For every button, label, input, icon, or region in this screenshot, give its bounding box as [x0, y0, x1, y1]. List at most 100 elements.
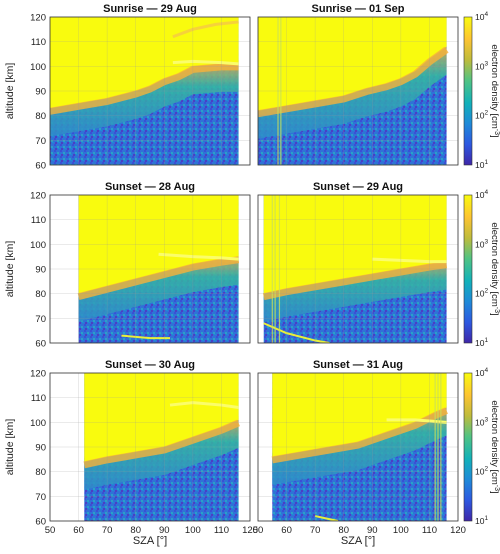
plot-frame	[49, 372, 251, 522]
colorbar-tick-label: 102	[475, 110, 488, 121]
colorbar-tick-label: 102	[475, 288, 488, 299]
panel-6: Sunset — 31 Aug 50 60 70 80 90 100 110 120	[253, 359, 466, 536]
colorbar-scale	[463, 194, 473, 344]
sporadic-layer	[372, 257, 447, 264]
y-axis-label: altitude [km]	[4, 241, 16, 298]
plot-frame	[49, 16, 251, 166]
plot-frame	[257, 16, 459, 166]
colorbar-label: electron density [cm-3]	[489, 222, 500, 315]
x-tick-label: 110	[214, 525, 229, 536]
transition-band	[50, 59, 239, 137]
y-tick-label: 60	[35, 339, 46, 350]
x-tick-label: 50	[253, 525, 264, 536]
x-tick-label: 100	[393, 525, 409, 536]
panel-5: Sunset — 30 Aug 60 70 80 90 100 110 120 altitude…	[4, 359, 258, 536]
y-tick-label: 110	[31, 215, 46, 226]
colorbar-label: electron density [cm-3]	[489, 400, 500, 493]
y-tick-label: 90	[35, 87, 46, 98]
panel-title: Sunset — 31 Aug	[313, 359, 403, 371]
y-tick-label: 100	[30, 62, 46, 73]
y-tick-label: 70	[35, 492, 46, 503]
panel-3: Sunset — 28 Aug 60 70 80 90 100 110 120 altitude…	[4, 181, 251, 350]
colorbar-scale	[463, 372, 473, 522]
boundary-edge	[50, 63, 239, 115]
y-tick-label: 110	[31, 393, 46, 404]
plot-frame	[257, 372, 459, 522]
x-tick-label: 100	[185, 525, 201, 536]
y-tick-label: 60	[35, 161, 46, 172]
y-tick-label: 110	[31, 37, 46, 48]
y-tick-label: 80	[35, 289, 46, 300]
y-tick-label: 80	[35, 467, 46, 478]
x-tick-label: 50	[45, 525, 56, 536]
colorbar-tick-label: 104	[475, 367, 488, 378]
low-layer	[314, 515, 339, 521]
colorbar-tick-label: 103	[475, 60, 488, 71]
plot-frame	[257, 194, 459, 344]
x-tick-label: 120	[242, 525, 258, 536]
y-tick-label: 90	[35, 265, 46, 276]
sporadic-layer	[386, 418, 447, 424]
colorbar-tick-label: 101	[475, 159, 488, 170]
y-tick-label: 70	[35, 136, 46, 147]
panel-1: Sunrise — 29 Aug 60 70 80 90 100 110 120 altitud…	[4, 3, 251, 172]
y-tick-label: 60	[35, 517, 46, 528]
high-density-region	[272, 373, 447, 457]
colorbar-tick-label: 104	[475, 11, 488, 22]
colorbar-tick-label: 103	[475, 238, 488, 249]
low-layer	[121, 334, 170, 340]
x-tick-label: 70	[102, 525, 113, 536]
colorbar-tick-label: 101	[475, 515, 488, 526]
x-tick-label: 60	[281, 525, 292, 536]
x-tick-label: 90	[159, 525, 170, 536]
boundary-edge	[262, 261, 448, 301]
y-tick-label: 120	[30, 191, 46, 202]
y-tick-label: 120	[30, 13, 46, 24]
panel-title: Sunset — 30 Aug	[105, 359, 195, 371]
panels: Sunrise — 29 Aug 60 70 80 90 100 110 120 altitud…	[4, 3, 500, 536]
x-tick-label: 80	[130, 525, 141, 536]
boundary-edge	[258, 46, 449, 118]
plot-frame	[49, 194, 251, 344]
x-axis-label-left: SZA [°]	[133, 535, 167, 547]
x-tick-label: 110	[422, 525, 437, 536]
upper-layer	[172, 20, 239, 39]
y-tick-label: 80	[35, 111, 46, 122]
high-density-region	[50, 17, 239, 109]
sporadic-layer	[158, 252, 239, 261]
y-axis-label: altitude [km]	[4, 419, 16, 476]
y-tick-label: 120	[30, 369, 46, 380]
colorbar-tick-label: 102	[475, 466, 488, 477]
panel-2: Sunrise — 01 Sep	[257, 3, 459, 166]
y-tick-label: 70	[35, 314, 46, 325]
colorbar: 101 102 103 104 electron density [cm-3]	[463, 189, 500, 348]
y-tick-label: 90	[35, 443, 46, 454]
colorbar-label: electron density [cm-3]	[489, 44, 500, 137]
x-tick-label: 80	[338, 525, 349, 536]
colorbar: 101 102 103 104 electron density [cm-3]	[463, 367, 500, 526]
y-tick-label: 100	[30, 240, 46, 251]
x-tick-label: 60	[73, 525, 84, 536]
transition-band	[78, 252, 239, 322]
colorbar: 101 102 103 104 electron density [cm-3]	[463, 11, 500, 170]
panel-title: Sunset — 29 Aug	[313, 181, 403, 193]
sporadic-layer	[172, 59, 239, 66]
panel-4: Sunset — 29 Aug	[257, 181, 459, 344]
colorbar-tick-label: 103	[475, 416, 488, 427]
x-tick-label: 120	[450, 525, 466, 536]
panel-title: Sunset — 28 Aug	[105, 181, 195, 193]
colorbar-tick-label: 101	[475, 337, 488, 348]
high-density-region	[258, 17, 447, 111]
sporadic-layer	[169, 401, 239, 410]
x-axis-label-right: SZA [°]	[341, 535, 375, 547]
colorbar-scale	[463, 16, 473, 166]
x-tick-label: 70	[310, 525, 321, 536]
panel-title: Sunrise — 01 Sep	[312, 3, 405, 15]
y-axis-label: altitude [km]	[4, 63, 16, 120]
colorbar-tick-label: 104	[475, 189, 488, 200]
panel-title: Sunrise — 29 Aug	[103, 3, 197, 15]
x-tick-label: 90	[367, 525, 378, 536]
high-density-region	[84, 373, 239, 462]
